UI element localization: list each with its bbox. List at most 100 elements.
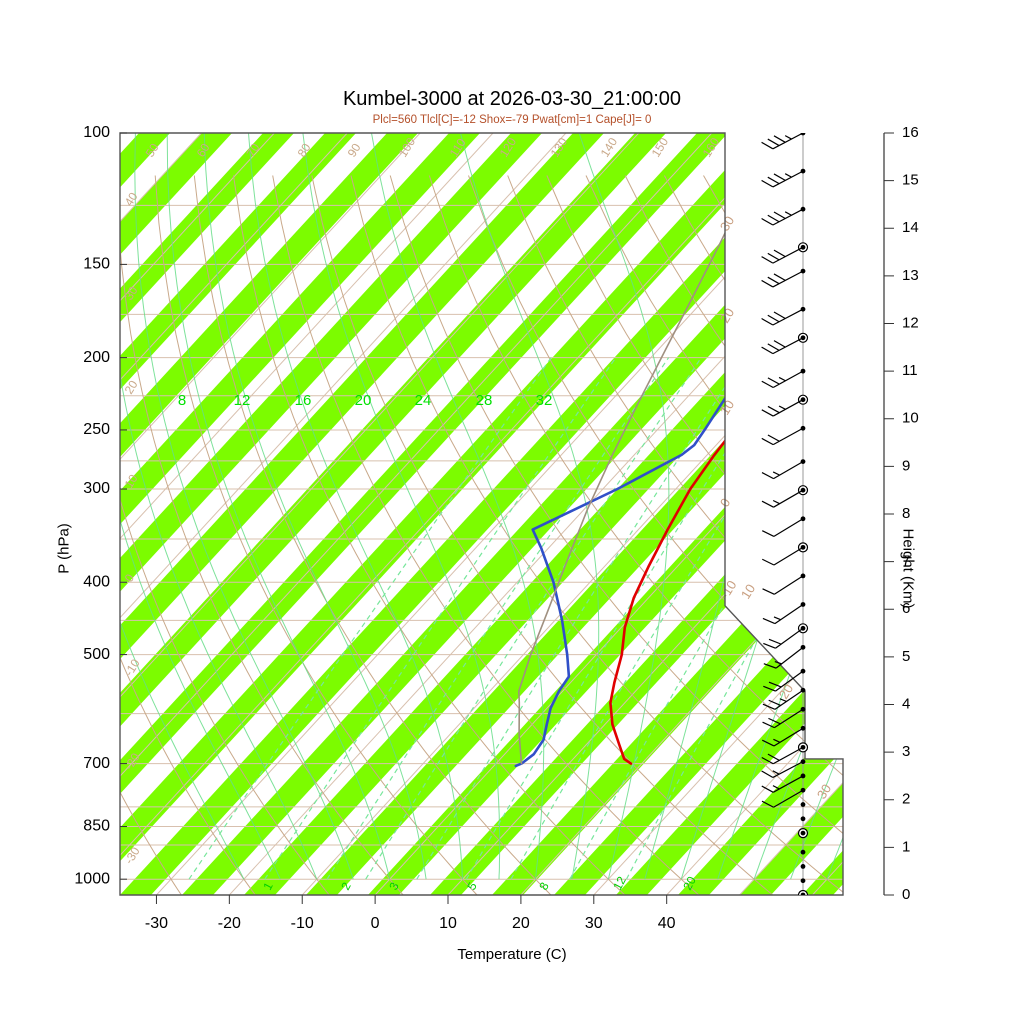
wind-barb-full xyxy=(773,273,786,281)
wind-barb-full xyxy=(761,770,774,778)
height-tick-label: 10 xyxy=(902,410,919,427)
wind-barb-full xyxy=(761,141,774,150)
wind-barb-half xyxy=(778,405,786,410)
wind-barb-full xyxy=(763,642,776,649)
sounding-indices-subtitle: Plcl=560 Tlcl[C]=-12 Shox=-79 Pwat[cm]=1… xyxy=(372,114,652,126)
wind-barb-half xyxy=(784,173,792,178)
isobar-lines xyxy=(120,133,843,880)
wind-barb-half xyxy=(774,660,782,665)
wind-barb-shaft xyxy=(772,208,804,226)
wind-barb-full xyxy=(767,753,780,761)
mixing-ratio-label: 20 xyxy=(680,874,699,893)
wind-barb-full xyxy=(773,173,786,181)
wind-barb-full xyxy=(768,681,782,688)
pressure-tick-label: 250 xyxy=(83,421,110,438)
wind-barb-half xyxy=(773,616,781,621)
wind-barb-half xyxy=(772,499,780,505)
theta-e-label: 28 xyxy=(476,392,493,409)
isotherm-label-right: 30 xyxy=(717,213,737,233)
wind-barb-shaft xyxy=(774,708,804,729)
wind-barb-full xyxy=(761,256,774,264)
wind-barb-shaft xyxy=(774,689,804,710)
height-tick-label: 16 xyxy=(902,124,919,141)
wind-barb-full xyxy=(761,530,775,537)
wind-barb-full xyxy=(767,176,780,185)
wind-barb-shaft xyxy=(773,789,804,808)
height-tick-label: 11 xyxy=(902,362,918,379)
wind-barb-shaft xyxy=(772,133,804,150)
wind-barb-shaft xyxy=(772,746,804,765)
wind-barb-shaft xyxy=(772,308,804,326)
height-tick-label: 12 xyxy=(902,314,919,331)
wind-barb-half xyxy=(773,738,781,743)
wind-barb-full xyxy=(761,472,774,480)
wind-barb-half xyxy=(784,135,792,140)
theta-e-label: 24 xyxy=(415,392,432,409)
mixing-ratio-label: 8 xyxy=(536,880,552,893)
wind-barb-full xyxy=(767,138,780,147)
dry-adiabat-label: 90 xyxy=(345,141,364,160)
wind-barb-full xyxy=(761,500,774,508)
wind-barb-shaft xyxy=(775,627,804,649)
wind-barb-shaft xyxy=(772,761,804,778)
wind-barb-full xyxy=(761,558,775,566)
temperature-tick-label: 0 xyxy=(371,915,380,932)
wind-barb-full xyxy=(762,703,776,710)
height-tick-label: 4 xyxy=(902,695,910,712)
isotherm-label-diagonal: 30 xyxy=(814,781,834,801)
wind-barb-full xyxy=(767,252,780,261)
pressure-tick-label: 300 xyxy=(83,480,110,497)
wind-barb-half xyxy=(784,211,792,216)
wind-level-marker xyxy=(800,744,806,750)
temperature-tick-label: -20 xyxy=(218,915,241,932)
pressure-tick-label: 400 xyxy=(83,573,110,590)
wind-barb-shaft xyxy=(772,246,804,264)
temperature-axis: -30 -20 -10 0 10 20 30 40 xyxy=(145,895,676,932)
wind-barb-full xyxy=(773,211,786,220)
wind-barb-half xyxy=(772,471,780,476)
theta-e-label: 16 xyxy=(295,392,312,409)
wind-barb-shaft xyxy=(773,461,804,480)
wind-barb-shaft xyxy=(772,337,804,355)
wind-barb-full xyxy=(767,214,780,223)
wind-level-marker xyxy=(800,849,806,855)
height-tick-label: 0 xyxy=(902,886,910,903)
x-axis-label: Temperature (C) xyxy=(457,946,567,963)
wind-level-marker xyxy=(800,816,806,822)
height-tick-label: 13 xyxy=(902,267,919,284)
plot-frame xyxy=(119,132,844,896)
wind-barb-full xyxy=(773,311,786,320)
pressure-tick-label: 200 xyxy=(83,349,110,366)
wind-barb-full xyxy=(762,617,776,625)
temperature-tick-label: 30 xyxy=(585,915,603,932)
temperature-tick-label: 10 xyxy=(439,915,457,932)
wind-barb-shaft xyxy=(773,727,804,747)
temperature-tick-label: 20 xyxy=(512,915,530,932)
wind-barb-full xyxy=(761,218,774,226)
isotherm-label-diagonal: 20 xyxy=(776,681,796,701)
pressure-tick-label: 100 xyxy=(83,124,110,141)
wind-barb-shaft xyxy=(774,603,804,625)
wind-barb-full xyxy=(767,276,780,285)
pressure-tick-label: 850 xyxy=(83,818,110,835)
wind-level-marker xyxy=(800,864,806,869)
height-tick-label: 6 xyxy=(902,600,910,617)
wind-barb-full xyxy=(761,739,775,747)
pressure-axis: 100 150 200 250 300 400 500 700 850 1000 xyxy=(74,124,127,887)
wind-barb-full xyxy=(761,380,774,389)
wind-barb-full xyxy=(767,343,780,351)
wind-barb-full xyxy=(761,437,774,446)
height-tick-label: 5 xyxy=(902,648,910,665)
pressure-tick-label: 1000 xyxy=(74,870,110,887)
wind-barb-full xyxy=(761,756,774,765)
wind-barb-half xyxy=(772,785,780,790)
height-tick-label: 3 xyxy=(902,743,910,760)
isotherm-label-diagonal: 10 xyxy=(738,581,758,601)
wind-barb-shaft xyxy=(772,775,804,793)
temperature-tick-label: 40 xyxy=(658,915,676,932)
height-tick-label: 15 xyxy=(902,172,919,189)
wind-barb-full xyxy=(761,279,774,288)
wind-barb-shaft xyxy=(772,270,804,288)
temperature-tick-label: -30 xyxy=(145,915,168,932)
wind-barb-shaft xyxy=(772,427,804,446)
